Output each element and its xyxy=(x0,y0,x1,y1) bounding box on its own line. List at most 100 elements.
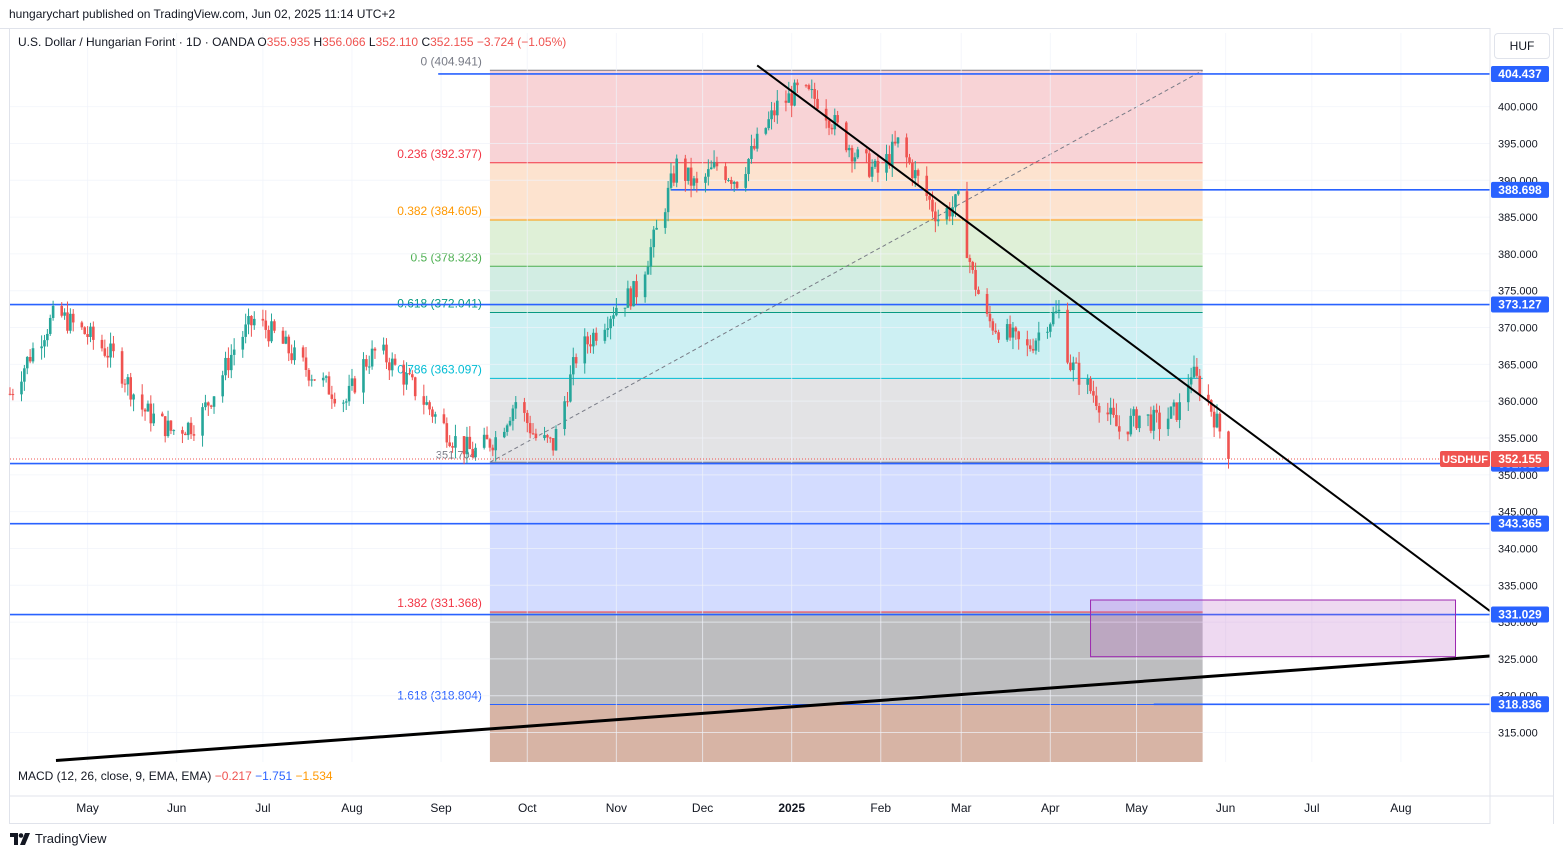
candle-body xyxy=(428,402,431,410)
tradingview-logo-icon xyxy=(10,832,30,845)
candle-body xyxy=(908,157,911,163)
candle-body xyxy=(1092,391,1095,396)
candle-body xyxy=(408,373,411,375)
currency-button[interactable]: HUF xyxy=(1494,33,1550,59)
candle-body xyxy=(563,401,566,430)
candle-body xyxy=(1066,309,1069,363)
grid xyxy=(10,33,1490,762)
price-level-tag xyxy=(1491,65,1549,82)
candle-body xyxy=(977,289,980,294)
candle-body xyxy=(324,376,328,378)
symbol-legend: U.S. Dollar / Hungarian Forint · 1D · OA… xyxy=(18,35,566,49)
candle-body xyxy=(773,110,776,116)
candle-body xyxy=(468,436,472,449)
candle-body xyxy=(1227,431,1230,459)
price-tick-label: 315.000 xyxy=(1498,728,1538,740)
candle-body xyxy=(109,343,112,358)
candle-body xyxy=(120,351,124,384)
candle-body xyxy=(502,431,506,438)
candle-body xyxy=(666,187,670,213)
time-tick-label: May xyxy=(76,801,99,815)
candle-body xyxy=(885,154,888,173)
candle-body xyxy=(586,336,589,345)
candle-body xyxy=(534,433,538,439)
candle-body xyxy=(209,405,213,407)
fib-retracement[interactable]: 0 (404.941) 0.236 (392.377) 0.382 (384.605… xyxy=(397,54,1203,762)
candle-body xyxy=(574,357,578,364)
candle-body xyxy=(928,195,931,200)
candle-body xyxy=(727,180,730,182)
candle-body xyxy=(675,158,679,183)
candle-body xyxy=(876,160,880,173)
candle-body xyxy=(684,158,687,181)
candle-body xyxy=(1026,339,1029,346)
price-level-tag-text: 373.127 xyxy=(1498,298,1542,312)
candle-body xyxy=(201,407,204,436)
candle-body xyxy=(1049,324,1052,332)
time-tick-label: Jun xyxy=(167,801,186,815)
candle-body xyxy=(227,357,230,371)
candle-body xyxy=(971,261,975,270)
horizontal-lines[interactable] xyxy=(10,73,1490,706)
candle-body xyxy=(623,307,627,309)
candle-body xyxy=(1209,400,1213,412)
price-axis[interactable]: 315.000320.000325.000330.000335.000340.0… xyxy=(1440,28,1553,824)
time-tick-label: Jul xyxy=(1304,801,1319,815)
candle-body xyxy=(48,317,52,334)
candle-body xyxy=(870,166,874,177)
symbol-tag-text: USDHUF xyxy=(1442,454,1488,466)
trendlines[interactable] xyxy=(55,64,1491,763)
candle-body xyxy=(594,332,598,341)
candle-body xyxy=(100,339,104,349)
candle-body xyxy=(60,305,64,316)
candle-body xyxy=(816,98,819,109)
candle-body xyxy=(488,439,492,448)
macd-value-1: −0.217 xyxy=(214,769,252,783)
fib-level-label: 0.618 (372.041) xyxy=(397,297,482,311)
candle-body xyxy=(652,229,656,248)
candle-body xyxy=(112,343,115,352)
candle-body xyxy=(948,207,952,217)
time-tick-label: Jul xyxy=(255,801,270,815)
fib-band xyxy=(489,462,1203,613)
candle-body xyxy=(669,173,673,188)
candle-body xyxy=(1207,394,1210,401)
target-zone[interactable] xyxy=(1090,599,1457,658)
candle-body xyxy=(106,355,110,358)
candle-body xyxy=(273,321,276,331)
price-level-tag-text: 388.698 xyxy=(1498,183,1542,197)
candle-body xyxy=(181,430,184,434)
candle-body xyxy=(707,169,710,177)
candle-body xyxy=(985,293,989,314)
candle-body xyxy=(913,170,917,179)
time-tick-label: Jun xyxy=(1216,801,1235,815)
time-axis[interactable]: May Jun Jul Aug Sep Oct Nov Dec 2025 Feb Mar Apr May… xyxy=(9,795,1554,815)
candle-body xyxy=(172,430,176,432)
candle-body xyxy=(744,174,747,188)
candle-body xyxy=(224,357,227,376)
candle-body xyxy=(709,167,713,170)
candle-body xyxy=(445,423,449,443)
candle-body xyxy=(1146,414,1150,416)
candle-body xyxy=(146,403,150,412)
close-label: C xyxy=(421,35,431,49)
candle-body xyxy=(212,396,216,407)
candle-body xyxy=(342,402,345,404)
candle-body xyxy=(692,178,696,186)
candle-body xyxy=(1117,426,1121,432)
symbol-tag xyxy=(1440,450,1490,467)
fib-level-label: 0.786 (363.097) xyxy=(397,362,482,376)
candle-body xyxy=(1089,378,1092,392)
candle-body xyxy=(1115,414,1118,427)
time-tick-label: Apr xyxy=(1041,801,1060,815)
candle-body xyxy=(402,364,406,385)
candle-body xyxy=(732,181,736,184)
candle-body xyxy=(261,318,265,321)
footer[interactable]: TradingView xyxy=(10,831,107,846)
candle-body xyxy=(994,330,998,333)
candle-body xyxy=(931,199,934,212)
candle-body xyxy=(8,393,12,395)
chart-frame[interactable] xyxy=(9,28,1554,824)
candle-body xyxy=(1178,402,1181,420)
